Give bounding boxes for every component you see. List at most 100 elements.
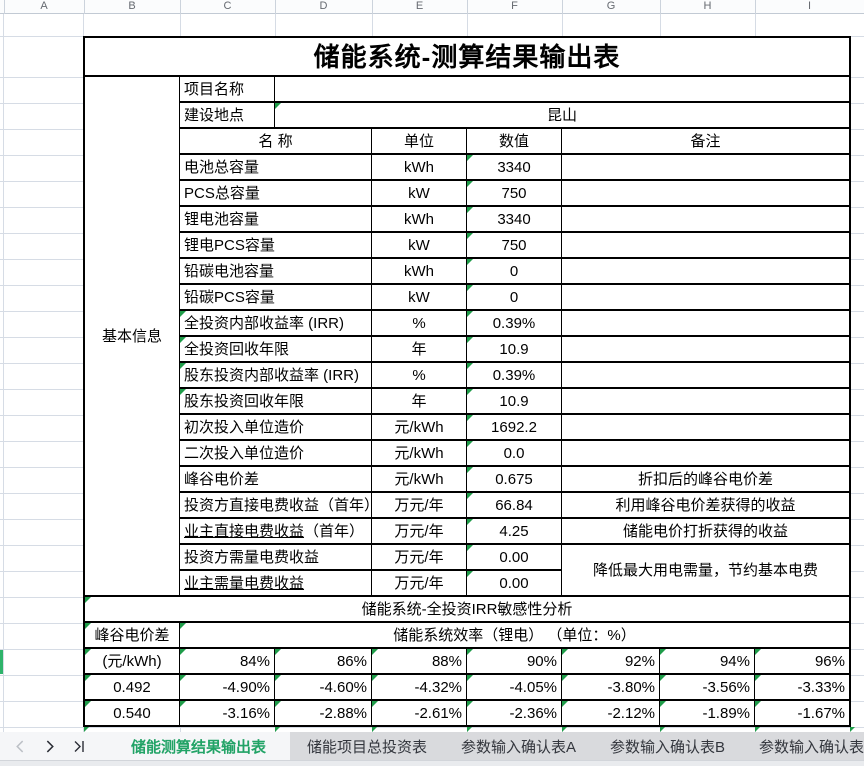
irr-value-cell[interactable]: -2.36% — [467, 701, 562, 725]
irr-value-cell[interactable]: -3.80% — [562, 675, 660, 701]
row-value-cell[interactable]: 750 — [467, 233, 562, 259]
irr-value-cell[interactable]: -1.89% — [660, 701, 755, 725]
efficiency-header-cell[interactable]: 90% — [467, 649, 562, 675]
row-unit-cell[interactable]: 年 — [372, 337, 467, 363]
row-unit-cell[interactable]: 万元/年 — [372, 519, 467, 545]
row-name-cell[interactable]: 初次投入单位造价 — [180, 415, 372, 441]
efficiency-header-cell[interactable]: 92% — [562, 649, 660, 675]
row-unit-cell[interactable]: 万元/年 — [372, 493, 467, 519]
row-value-cell[interactable]: 0.675 — [467, 467, 562, 493]
row-value-cell[interactable]: 1692.2 — [467, 415, 562, 441]
row-remark-cell[interactable] — [562, 233, 849, 259]
sheet-tab-2[interactable]: 储能项目总投资表 — [307, 738, 428, 756]
row-unit-cell[interactable]: 元/kWh — [372, 441, 467, 467]
column-header-G[interactable]: G — [606, 0, 616, 12]
sensitivity-col-header-cell[interactable]: 储能系统效率（锂电） （单位：%） — [180, 623, 849, 649]
price-diff-cell[interactable]: 0.492 — [85, 675, 180, 701]
row-name-cell[interactable]: 全投资内部收益率 (IRR) — [180, 311, 372, 337]
row-name-cell[interactable]: 全投资回收年限 — [180, 337, 372, 363]
row-unit-cell[interactable]: kWh — [372, 207, 467, 233]
sensitivity-title-cell[interactable]: 储能系统-全投资IRR敏感性分析 — [85, 597, 849, 623]
header-remark-cell[interactable]: 备注 — [562, 129, 849, 155]
irr-value-cell[interactable]: -3.56% — [660, 675, 755, 701]
efficiency-header-cell[interactable]: 94% — [660, 649, 755, 675]
column-header-B[interactable]: B — [128, 0, 136, 12]
row-name-cell[interactable]: 股东投资内部收益率 (IRR) — [180, 363, 372, 389]
row-name-cell[interactable]: 电池总容量 — [180, 155, 372, 181]
row-value-cell[interactable]: 10.9 — [467, 337, 562, 363]
column-header-I[interactable]: I — [807, 0, 812, 12]
row-value-cell[interactable]: 3340 — [467, 155, 562, 181]
row-unit-cell[interactable]: kW — [372, 233, 467, 259]
irr-value-cell[interactable]: -2.88% — [275, 701, 372, 725]
column-header-E[interactable]: E — [415, 0, 424, 12]
irr-value-cell[interactable]: -4.32% — [372, 675, 467, 701]
row-remark-cell[interactable] — [562, 415, 849, 441]
sheet-tab-4[interactable]: 参数输入确认表B — [610, 738, 726, 756]
row-value-cell[interactable]: 0 — [467, 285, 562, 311]
row-unit-cell[interactable]: kW — [372, 181, 467, 207]
row-unit-cell[interactable]: kWh — [372, 259, 467, 285]
row-remark-cell[interactable]: 储能电价打折获得的收益 — [562, 519, 849, 545]
location-value-cell[interactable]: 昆山 — [275, 103, 849, 129]
price-diff-cell[interactable]: 0.540 — [85, 701, 180, 725]
row-value-cell[interactable]: 0.00 — [467, 571, 562, 597]
row-unit-cell[interactable]: 元/kWh — [372, 467, 467, 493]
irr-value-cell[interactable]: -1.67% — [755, 701, 849, 725]
row-name-cell[interactable]: 峰谷电价差 — [180, 467, 372, 493]
sensitivity-unit-cell[interactable]: (元/kWh) — [85, 649, 180, 675]
prev-sheet-icon[interactable] — [13, 739, 27, 753]
row-name-cell[interactable]: 投资方直接电费收益（首年） — [180, 493, 372, 519]
irr-value-cell[interactable]: -2.61% — [372, 701, 467, 725]
column-header-A[interactable]: A — [40, 0, 48, 12]
row-unit-cell[interactable]: 元/kWh — [372, 415, 467, 441]
row-value-cell[interactable]: 0.39% — [467, 363, 562, 389]
row-remark-cell[interactable]: 利用峰谷电价差获得的收益 — [562, 493, 849, 519]
row-unit-cell[interactable]: 万元/年 — [372, 571, 467, 597]
efficiency-header-cell[interactable]: 84% — [180, 649, 275, 675]
last-sheet-icon[interactable] — [71, 739, 85, 753]
irr-value-cell[interactable]: -2.12% — [562, 701, 660, 725]
next-sheet-icon[interactable] — [42, 739, 56, 753]
row-remark-cell[interactable] — [562, 363, 849, 389]
row-value-cell[interactable]: 750 — [467, 181, 562, 207]
header-name-cell[interactable]: 名 称 — [180, 129, 372, 155]
irr-value-cell[interactable]: -3.33% — [755, 675, 849, 701]
sensitivity-row-header-cell[interactable]: 峰谷电价差 — [85, 623, 180, 649]
row-value-cell[interactable]: 3340 — [467, 207, 562, 233]
row-value-cell[interactable]: 10.9 — [467, 389, 562, 415]
header-unit-cell[interactable]: 单位 — [372, 129, 467, 155]
table-title-cell[interactable]: 储能系统-测算结果输出表 — [85, 38, 849, 77]
sheet-tab-5[interactable]: 参数输入确认表 — [759, 738, 864, 756]
row-value-cell[interactable]: 0.00 — [467, 545, 562, 571]
row-value-cell[interactable]: 0 — [467, 259, 562, 285]
irr-value-cell[interactable]: -4.60% — [275, 675, 372, 701]
irr-value-cell[interactable]: -4.90% — [180, 675, 275, 701]
project-name-label-cell[interactable]: 项目名称 — [180, 77, 275, 103]
row-remark-cell[interactable] — [562, 311, 849, 337]
row-remark-cell[interactable] — [562, 389, 849, 415]
row-name-cell[interactable]: 二次投入单位造价 — [180, 441, 372, 467]
row-value-cell[interactable]: 66.84 — [467, 493, 562, 519]
row-unit-cell[interactable]: 年 — [372, 389, 467, 415]
row-name-cell[interactable]: PCS总容量 — [180, 181, 372, 207]
column-header-C[interactable]: C — [223, 0, 232, 12]
row-remark-cell[interactable] — [562, 337, 849, 363]
row-remark-cell[interactable] — [562, 207, 849, 233]
row-unit-cell[interactable]: kWh — [372, 155, 467, 181]
row-value-cell[interactable]: 0.39% — [467, 311, 562, 337]
row-unit-cell[interactable]: % — [372, 311, 467, 337]
location-label-cell[interactable]: 建设地点 — [180, 103, 275, 129]
efficiency-header-cell[interactable]: 96% — [755, 649, 849, 675]
row-name-cell[interactable]: 投资方需量电费收益 — [180, 545, 372, 571]
row-name-cell[interactable]: 铅碳电池容量 — [180, 259, 372, 285]
column-header-F[interactable]: F — [511, 0, 518, 12]
sheet-tab-1[interactable]: 储能测算结果输出表 — [107, 732, 290, 760]
row-name-cell[interactable]: 锂电PCS容量 — [180, 233, 372, 259]
row-value-cell[interactable]: 0.0 — [467, 441, 562, 467]
row-name-cell[interactable]: 锂电池容量 — [180, 207, 372, 233]
column-header-D[interactable]: D — [319, 0, 328, 12]
row-value-cell[interactable]: 4.25 — [467, 519, 562, 545]
sheet-tab-3[interactable]: 参数输入确认表A — [461, 738, 577, 756]
row-unit-cell[interactable]: % — [372, 363, 467, 389]
